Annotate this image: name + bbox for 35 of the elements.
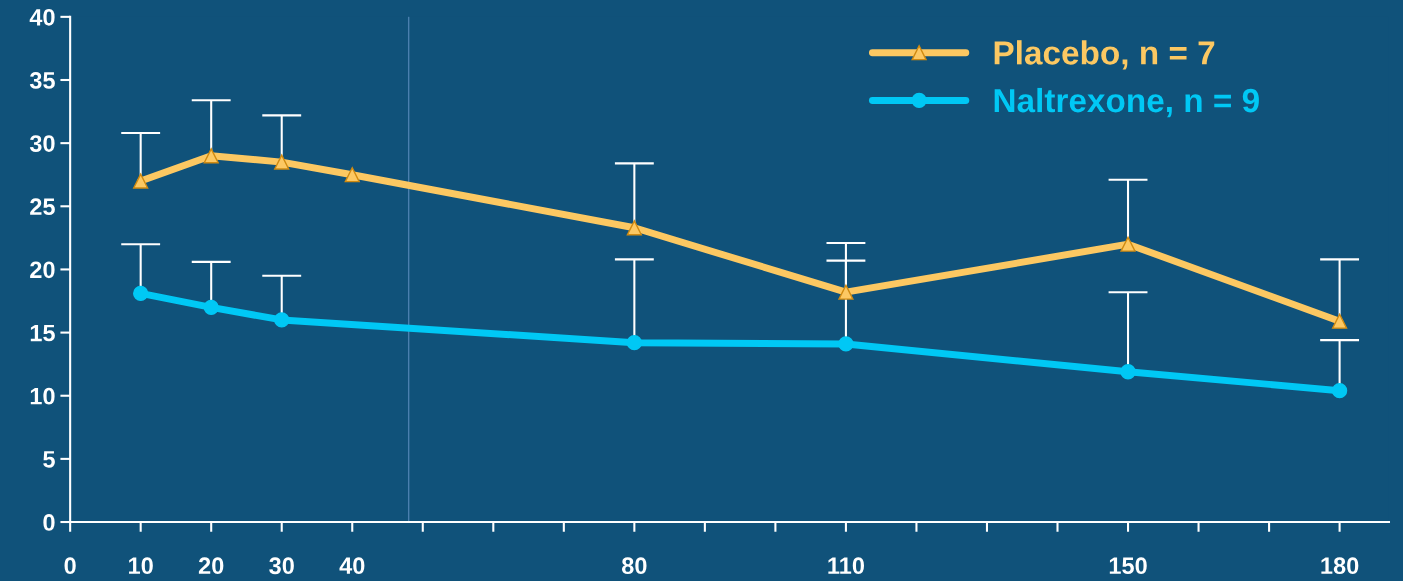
legend-label: Placebo, n = 7 bbox=[994, 40, 1215, 70]
x-tick-label: 20 bbox=[198, 557, 224, 575]
point bbox=[203, 148, 219, 164]
y-tick-label: 35 bbox=[29, 72, 55, 89]
x-tick-label: 80 bbox=[621, 557, 647, 575]
point bbox=[133, 173, 149, 189]
x-tick-label: 10 bbox=[129, 557, 153, 575]
point bbox=[1120, 364, 1136, 380]
legend-label: Naltrexone, n = 9 bbox=[994, 87, 1259, 118]
point bbox=[838, 336, 854, 352]
y-tick-label: 15 bbox=[30, 324, 55, 342]
y-tick-label: 0 bbox=[43, 514, 55, 531]
x-tick-label: 150 bbox=[1109, 557, 1147, 575]
y-tick-label: 25 bbox=[30, 198, 55, 216]
x-tick-label: 110 bbox=[828, 557, 865, 575]
y-tick-label: 40 bbox=[29, 8, 55, 26]
point bbox=[626, 220, 642, 236]
x-tick-label: 30 bbox=[269, 557, 294, 575]
point bbox=[274, 312, 290, 328]
point bbox=[626, 335, 642, 351]
y-tick-label: 30 bbox=[29, 135, 55, 152]
point bbox=[1331, 383, 1348, 399]
x-tick-label: 40 bbox=[339, 557, 365, 575]
point bbox=[203, 299, 219, 315]
y-tick-label: 5 bbox=[43, 451, 55, 468]
y-tick-label: 20 bbox=[30, 261, 55, 279]
x-tick-label: 0 bbox=[64, 557, 76, 575]
y-tick-label: 10 bbox=[30, 387, 55, 405]
x-tick-label: 180 bbox=[1321, 557, 1359, 575]
point bbox=[274, 154, 290, 170]
point bbox=[1120, 236, 1136, 252]
point bbox=[1331, 313, 1348, 329]
point bbox=[133, 285, 149, 302]
point bbox=[838, 284, 854, 300]
point bbox=[344, 167, 360, 183]
